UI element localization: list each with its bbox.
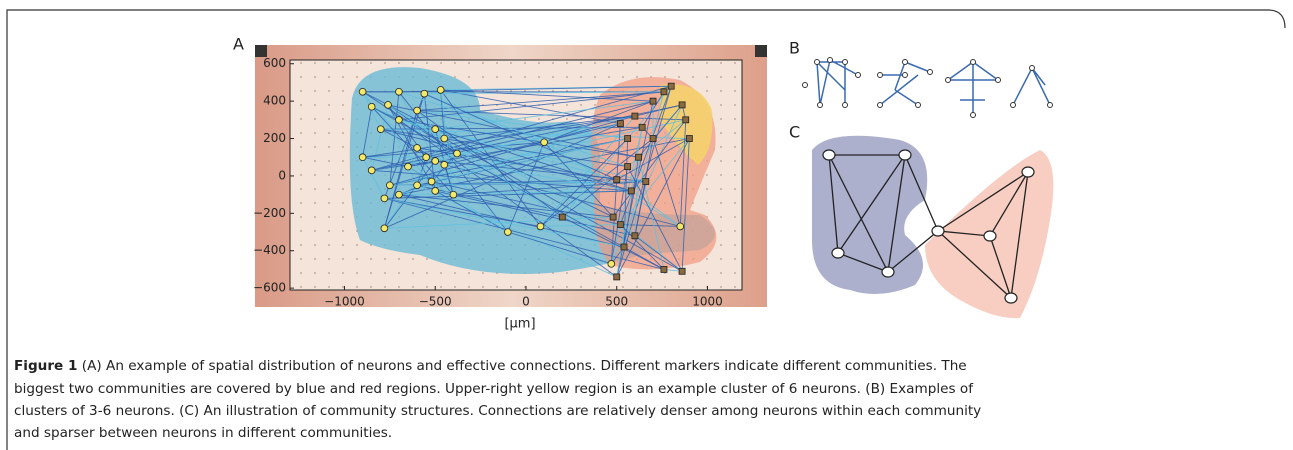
neuron <box>359 154 366 161</box>
figure: −1000−50005001000−600−400−2000200400600 … <box>0 0 1293 450</box>
neuron <box>636 154 642 160</box>
y-tick-label: 400 <box>263 94 286 108</box>
neuron <box>432 187 439 194</box>
neuron <box>679 268 685 274</box>
caption-line: clusters of 3-6 neurons. (C) An illustra… <box>14 401 981 421</box>
neuron <box>396 116 403 123</box>
neuron <box>617 121 623 127</box>
x-tick-label: 0 <box>522 295 530 309</box>
neuron <box>432 126 439 133</box>
caption-line: biggest two communities are covered by b… <box>14 379 973 399</box>
neuron <box>650 136 656 142</box>
neuron <box>679 102 685 108</box>
x-tick-label: −1000 <box>324 295 365 309</box>
neuron <box>661 89 667 95</box>
neuron <box>441 135 448 142</box>
corner <box>255 45 267 57</box>
neuron <box>686 136 692 142</box>
caption-text: (A) An example of spatial distribution o… <box>82 358 967 374</box>
neuron <box>421 90 428 97</box>
neuron <box>608 260 615 267</box>
caption-line: Figure 1 (A) An example of spatial distr… <box>14 356 967 376</box>
neuron <box>683 117 689 123</box>
neuron <box>537 223 544 230</box>
neuron <box>432 158 439 165</box>
neuron <box>441 161 448 168</box>
neuron <box>454 150 461 157</box>
neuron <box>437 87 444 94</box>
x-axis-label: [μm] <box>504 317 535 332</box>
neuron <box>621 244 627 250</box>
neuron <box>614 177 620 183</box>
neuron <box>423 154 430 161</box>
caption-line: and sparser between neurons in different… <box>14 423 392 443</box>
neuron <box>639 124 645 130</box>
neuron <box>405 163 412 170</box>
neuron <box>414 182 421 189</box>
neuron <box>428 178 435 185</box>
y-tick-label: 200 <box>263 131 286 145</box>
neuron <box>386 182 393 189</box>
neuron <box>614 274 620 280</box>
neuron <box>385 101 392 108</box>
neuron <box>450 191 457 198</box>
x-tick-label: 500 <box>605 295 628 309</box>
neuron <box>377 126 384 133</box>
neuron <box>359 88 366 95</box>
caption-label: Figure 1 <box>14 358 77 374</box>
neuron <box>625 136 631 142</box>
y-tick-label: 600 <box>263 56 286 70</box>
neuron <box>414 107 421 114</box>
neuron <box>559 214 565 220</box>
neuron <box>677 223 684 230</box>
x-tick-label: −500 <box>419 295 452 309</box>
y-tick-label: −200 <box>253 206 286 220</box>
neuron <box>414 144 421 151</box>
panel-label: A <box>233 35 244 54</box>
neuron <box>632 113 638 119</box>
neuron <box>368 167 375 174</box>
y-tick-label: 0 <box>278 168 286 182</box>
neuron <box>396 88 403 95</box>
y-tick-label: −400 <box>253 243 286 257</box>
neuron <box>504 229 511 236</box>
neuron <box>368 103 375 110</box>
neuron <box>643 179 649 185</box>
neuron <box>381 225 388 232</box>
neuron <box>541 139 548 146</box>
y-tick-label: −600 <box>253 281 286 295</box>
neuron <box>625 164 631 170</box>
x-tick-label: 1000 <box>692 295 723 309</box>
neuron <box>610 214 616 220</box>
neuron <box>381 195 388 202</box>
neuron <box>628 188 634 194</box>
panel-label: C <box>789 123 800 142</box>
neuron <box>396 191 403 198</box>
neuron <box>668 83 674 89</box>
neuron <box>650 98 656 104</box>
neuron <box>617 222 623 228</box>
neuron <box>661 266 667 272</box>
panel-label: B <box>789 39 800 58</box>
cluster-nodes <box>803 58 1053 118</box>
corner <box>755 45 767 57</box>
neuron <box>632 233 638 239</box>
